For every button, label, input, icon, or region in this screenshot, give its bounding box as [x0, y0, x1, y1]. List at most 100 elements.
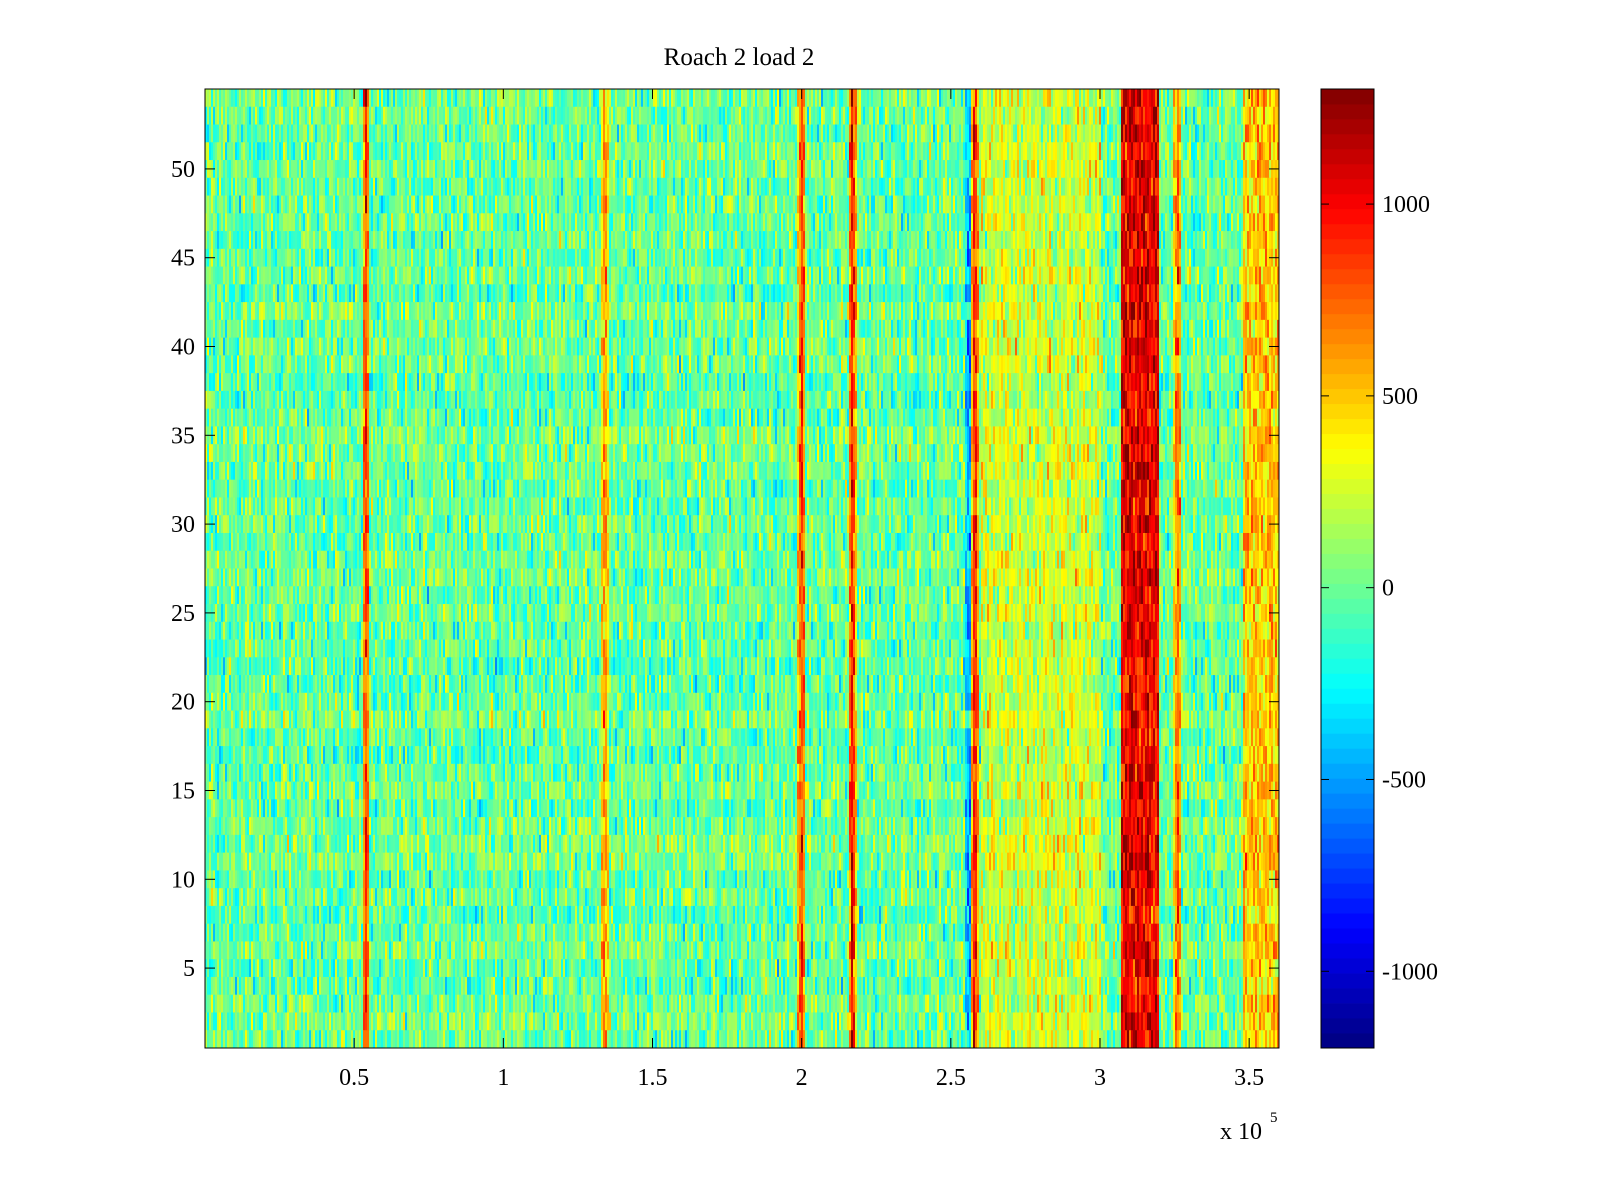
heatmap-cell [321, 124, 324, 143]
heatmap-cell [461, 177, 464, 196]
heatmap-cell [339, 89, 342, 108]
heatmap-cell [1101, 142, 1104, 161]
heatmap-cell [259, 89, 262, 108]
heatmap-cell [389, 89, 392, 108]
heatmap-cell [987, 106, 990, 125]
heatmap-cell [331, 160, 334, 179]
heatmap-cell [271, 124, 274, 143]
heatmap-cell [725, 160, 728, 179]
heatmap-cell [565, 89, 568, 108]
heatmap-cell [373, 89, 376, 108]
heatmap-cell [699, 106, 702, 125]
heatmap-cell [937, 142, 940, 161]
heatmap-cell [771, 89, 774, 108]
heatmap-cell [661, 106, 664, 125]
heatmap-cell [325, 177, 328, 196]
heatmap-cell [639, 124, 642, 143]
heatmap-cell [425, 124, 428, 143]
heatmap-cell [917, 89, 920, 108]
heatmap-cell [455, 177, 458, 196]
heatmap-cell [299, 124, 302, 143]
heatmap-cell [957, 142, 960, 161]
heatmap-cell [751, 160, 754, 179]
heatmap-cell [461, 106, 464, 125]
heatmap-cell [545, 89, 548, 108]
heatmap-cell [719, 89, 722, 108]
heatmap-cell [583, 106, 586, 125]
heatmap-cell [1135, 124, 1138, 143]
heatmap-cell [285, 124, 288, 143]
heatmap-cell [1267, 89, 1270, 108]
heatmap-cell [407, 124, 410, 143]
heatmap-cell [1263, 142, 1266, 161]
heatmap-cell [779, 142, 782, 161]
heatmap-cell [995, 106, 998, 125]
heatmap-cell [641, 106, 644, 125]
heatmap-cell [823, 124, 826, 143]
heatmap-cell [1127, 106, 1130, 125]
heatmap-cell [531, 106, 534, 125]
heatmap-cell [667, 124, 670, 143]
heatmap-cell [241, 177, 244, 196]
heatmap-cell [1065, 89, 1068, 108]
heatmap-cell [389, 160, 392, 179]
heatmap-cell [509, 124, 512, 143]
heatmap-cell [621, 106, 624, 125]
heatmap-cell [715, 106, 718, 125]
heatmap-cell [461, 89, 464, 108]
heatmap-cell [399, 160, 402, 179]
heatmap-cell [535, 106, 538, 125]
heatmap-cell [595, 160, 598, 179]
heatmap-cell [345, 124, 348, 143]
heatmap-cell [455, 124, 458, 143]
heatmap-cell [423, 160, 426, 179]
heatmap-cell [1093, 160, 1096, 179]
heatmap-cell [377, 160, 380, 179]
heatmap-cell [391, 106, 394, 125]
heatmap-cell [287, 89, 290, 108]
heatmap-cell [829, 106, 832, 125]
heatmap-cell [967, 89, 970, 108]
heatmap-cell [205, 177, 208, 196]
heatmap-cell [475, 106, 478, 125]
heatmap-cell [377, 142, 380, 161]
heatmap-cell [655, 177, 658, 196]
heatmap-cell [319, 106, 322, 125]
heatmap-cell [1237, 142, 1240, 161]
heatmap-cell [899, 106, 902, 125]
heatmap-cell [977, 124, 980, 143]
heatmap-cell [663, 124, 666, 143]
heatmap-cell [827, 142, 830, 161]
heatmap-cell [431, 160, 434, 179]
heatmap-cell [715, 89, 718, 108]
heatmap-cell [689, 106, 692, 125]
heatmap-cell [243, 124, 246, 143]
heatmap-cell [209, 124, 212, 143]
heatmap-cell [1175, 89, 1178, 108]
heatmap-cell [1091, 124, 1094, 143]
heatmap-cell [1243, 142, 1246, 161]
heatmap-cell [1041, 89, 1044, 108]
heatmap-cell [675, 124, 678, 143]
heatmap-cell [329, 89, 332, 108]
heatmap-cell [489, 124, 492, 143]
heatmap-cell [955, 89, 958, 108]
heatmap-cell [511, 177, 514, 196]
heatmap-cell [347, 124, 350, 143]
heatmap-cell [893, 124, 896, 143]
heatmap-cell [321, 177, 324, 196]
heatmap-cell [733, 142, 736, 161]
heatmap-cell [297, 142, 300, 161]
heatmap-cell [667, 177, 670, 196]
heatmap-cell [205, 89, 208, 108]
heatmap-cell [457, 89, 460, 108]
heatmap-cell [829, 160, 832, 179]
heatmap-cell [731, 177, 734, 196]
heatmap-cell [1053, 89, 1056, 108]
heatmap-cell [639, 106, 642, 125]
heatmap-cell [357, 142, 360, 161]
heatmap-cell [357, 177, 360, 196]
heatmap-cell [1193, 106, 1196, 125]
heatmap-cell [397, 124, 400, 143]
heatmap-cell [743, 106, 746, 125]
